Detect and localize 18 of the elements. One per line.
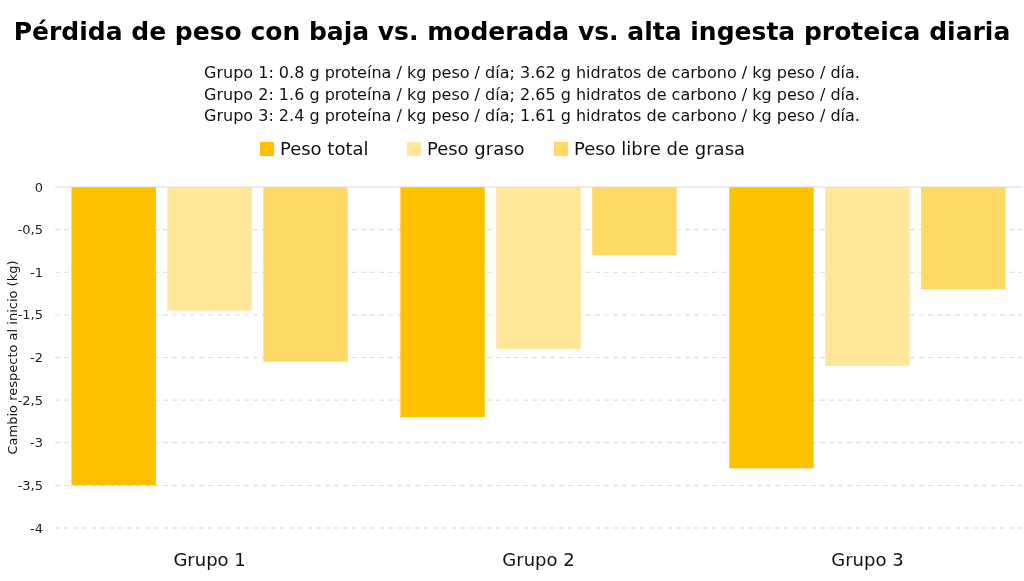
y-tick-label: -3 (30, 435, 43, 451)
y-tick-label: -1 (30, 264, 43, 280)
chart-subtitle: Grupo 1: 0.8 g proteína / kg peso / día; 3.62 g hidratos de carbono / kg peso / día. Grupo 2: 1.6 g proteína / kg peso / día; 2.65 g hidratos de carbono / kg peso / día. Grupo 3: 2.4 g proteína / kg peso / día; 1.61 g hidratos de carbono / kg peso / día. (204, 63, 860, 125)
y-tick-label: -4 (30, 520, 43, 536)
legend-label: Peso libre de grasa (573, 138, 746, 159)
y-tick-label: -2,5 (17, 392, 43, 408)
y-tick-label: 0 (34, 179, 43, 195)
y-tick-label: -0,5 (17, 222, 43, 238)
x-tick-label: Grupo 3 (831, 549, 904, 570)
x-tick-label: Grupo 2 (502, 549, 575, 570)
y-tick-label: -3,5 (17, 477, 43, 493)
chart-title: Pérdida de peso con baja vs. moderada vs. alta ingesta proteica diaria (13, 17, 1011, 46)
y-tick-label: -1,5 (17, 307, 43, 323)
y-tick-label: -2 (30, 350, 43, 366)
legend-label: Peso total (279, 138, 369, 159)
x-tick-label: Grupo 1 (173, 549, 246, 570)
y-axis-title: Cambio respecto al inicio (kg) (5, 260, 20, 455)
legend-label: Peso graso (426, 138, 525, 159)
